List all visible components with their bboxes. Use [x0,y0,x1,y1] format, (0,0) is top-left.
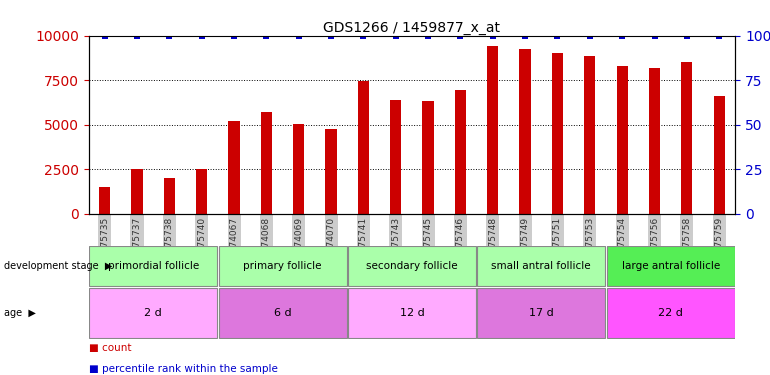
Text: 6 d: 6 d [274,308,291,318]
Bar [229,121,239,214]
Text: 22 d: 22 d [658,308,683,318]
Text: age  ▶: age ▶ [4,308,35,318]
Text: small antral follicle: small antral follicle [491,261,591,271]
Bar [552,54,563,214]
Point [648,33,661,39]
Text: primary follicle: primary follicle [243,261,322,271]
Bar [390,100,401,214]
Point [519,33,531,39]
Text: 17 d: 17 d [529,308,554,318]
Point [260,33,273,39]
Bar [196,169,207,214]
Bar [607,246,735,286]
Point [422,33,434,39]
Title: GDS1266 / 1459877_x_at: GDS1266 / 1459877_x_at [323,21,500,34]
Point [99,33,111,39]
Bar [293,124,304,214]
Text: ■ percentile rank within the sample: ■ percentile rank within the sample [89,364,277,374]
Bar [348,246,476,286]
Text: secondary follicle: secondary follicle [367,261,457,271]
Point [325,33,337,39]
Point [551,33,564,39]
Text: primordial follicle: primordial follicle [108,261,199,271]
Bar [348,288,476,338]
Text: large antral follicle: large antral follicle [621,261,720,271]
Point [163,33,176,39]
Bar [455,90,466,214]
Point [228,33,240,39]
Bar [617,66,628,214]
Bar [99,187,110,214]
Text: ■ count: ■ count [89,343,131,353]
Bar [89,246,217,286]
Bar [358,81,369,214]
Bar [261,112,272,214]
Bar [649,68,660,214]
Bar [89,288,217,338]
Point [713,33,725,39]
Point [584,33,596,39]
Text: 2 d: 2 d [144,308,162,318]
Bar [681,62,692,214]
Bar [326,129,336,214]
Point [390,33,402,39]
Bar [219,288,346,338]
Bar [520,49,531,214]
Bar [164,178,175,214]
Point [487,33,499,39]
Bar [714,96,725,214]
Point [196,33,208,39]
Bar [487,46,498,214]
Point [616,33,628,39]
Point [454,33,467,39]
Text: development stage  ▶: development stage ▶ [4,261,112,271]
Text: 12 d: 12 d [400,308,424,318]
Point [131,33,143,39]
Bar [477,288,605,338]
Bar [584,56,595,214]
Point [293,33,305,39]
Point [357,33,370,39]
Bar [219,246,346,286]
Point [681,33,693,39]
Bar [132,169,142,214]
Bar [477,246,605,286]
Bar [607,288,735,338]
Bar [423,100,434,214]
